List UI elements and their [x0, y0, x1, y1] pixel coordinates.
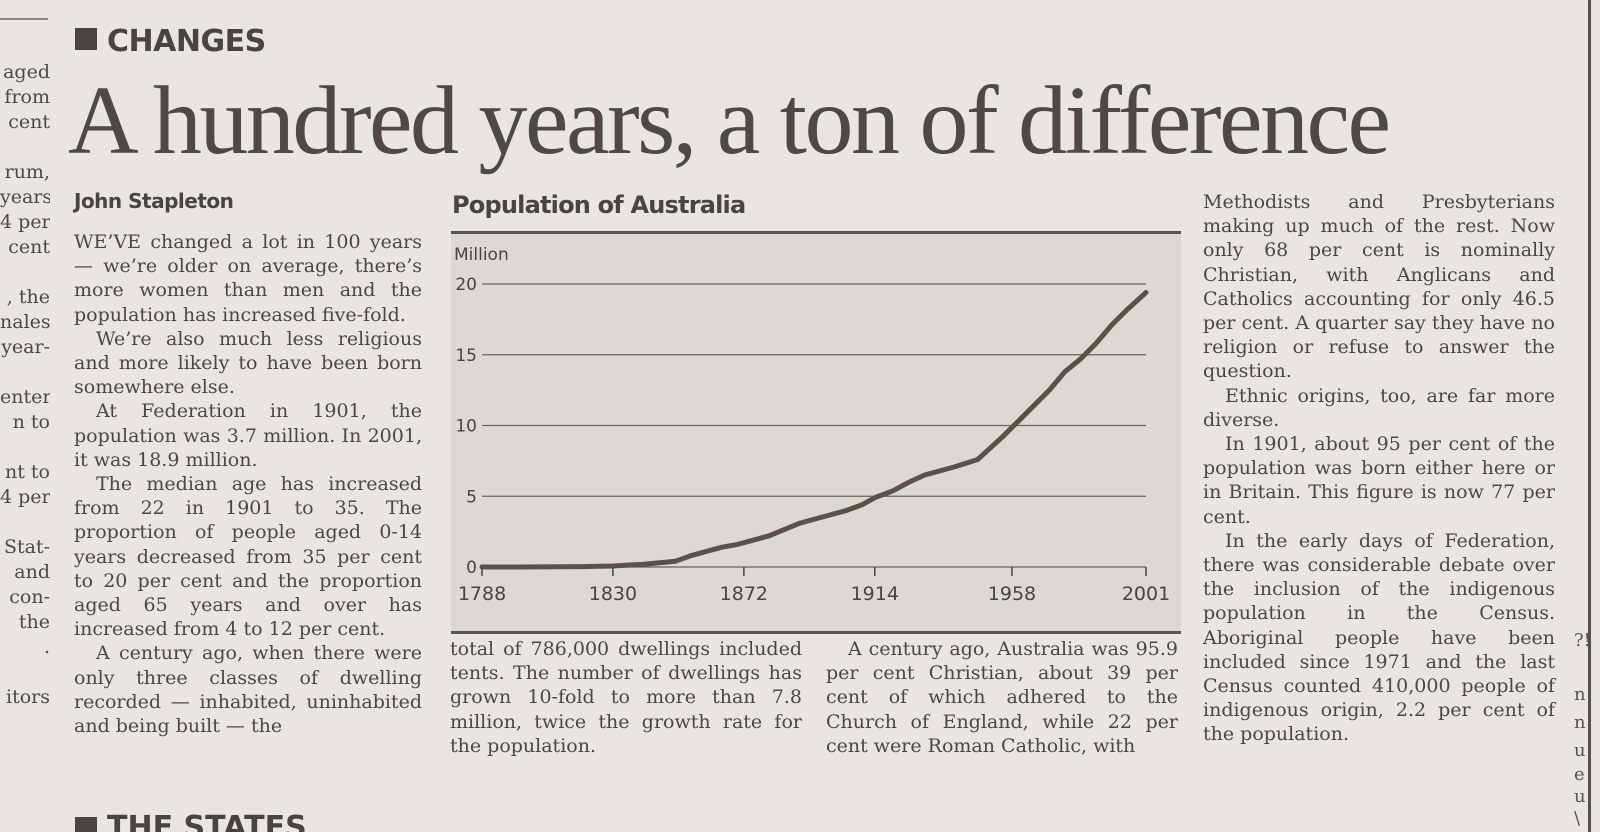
fragment-line: . [43, 636, 50, 658]
y-axis-label: Million [454, 245, 509, 265]
fragment-line: Stat- [3, 536, 50, 558]
fragment-glyph: u [1574, 740, 1586, 761]
fragment-line: year- [1, 336, 50, 358]
fragment-line: , the [6, 286, 50, 308]
fragment-glyph: n [1574, 712, 1586, 733]
chart-svg: Million 0 5 10 15 20 1788 1830 1872 1914 1958 2001 [454, 245, 1170, 605]
population-chart: Million 0 5 10 15 20 1788 1830 1872 1914 1958 2001 [451, 231, 1181, 634]
paragraph: WE’VE changed a lot in 100 years — we’re… [74, 231, 422, 326]
chart-title: Population of Australia [452, 191, 746, 219]
fragment-line: cent [8, 111, 50, 133]
fragment-line: 4 per [0, 486, 50, 508]
fragment-line [0, 660, 50, 685]
square-bullet-icon [75, 28, 97, 50]
y-tick-label: 0 [466, 558, 477, 578]
fragment-line: cent [8, 236, 50, 258]
paragraph: At Federation in 1901, the population wa… [74, 400, 422, 471]
x-tick-label: 2001 [1122, 583, 1170, 605]
article-column-2: total of 786,000 dwellings included tent… [450, 637, 802, 758]
section-label-text: CHANGES [107, 24, 266, 59]
headline: A hundred years, a ton of difference [68, 67, 1391, 175]
fragment-line [0, 510, 50, 535]
y-tick-label: 5 [466, 487, 477, 507]
article-column-1: WE’VE changed a lot in 100 years — we’re… [74, 230, 422, 738]
fragment-line [0, 135, 50, 160]
adjacent-column-fragment: aged from cent rum, years 4 per cent , the nales… [0, 60, 50, 710]
fragment-line: aged [3, 61, 50, 83]
paragraph: A century ago, Australia was 95.9 per ce… [826, 638, 1178, 757]
y-tick-label: 15 [455, 346, 477, 366]
article-column-4: Methodists and Presbyterians making up m… [1203, 190, 1555, 747]
x-tick-label: 1830 [589, 583, 637, 605]
fragment-line: rum, [4, 161, 50, 183]
fragment-line: itors [6, 686, 50, 708]
population-series-line [479, 290, 1149, 570]
y-tick-label: 10 [455, 417, 477, 437]
paragraph: Methodists and Presbyterians making up m… [1203, 191, 1555, 383]
square-bullet-icon [75, 817, 97, 832]
paragraph: The median age has increased from 22 in … [74, 473, 422, 641]
fragment-line: 4 per [0, 211, 50, 233]
page-edge-rule [0, 18, 48, 20]
article-column-3: A century ago, Australia was 95.9 per ce… [826, 637, 1178, 758]
fragment-line: years [0, 186, 50, 208]
paragraph: Ethnic origins, too, are far more divers… [1203, 384, 1555, 431]
fragment-glyph: n [1574, 684, 1586, 705]
fragment-glyph: e [1574, 764, 1585, 785]
section-label: CHANGES [75, 24, 266, 59]
x-tick-label: 1914 [851, 583, 899, 605]
fragment-glyph: \ [1574, 808, 1581, 829]
fragment-line: nt to [5, 461, 50, 483]
paragraph: In the early days of Federation, there w… [1203, 529, 1555, 746]
fragment-line [0, 435, 50, 460]
paragraph: total of 786,000 dwellings included tent… [450, 638, 802, 757]
next-section-label: THE STATES [75, 808, 307, 832]
next-section-label-text: THE STATES [107, 810, 307, 832]
fragment-glyph: ?! [1574, 630, 1588, 651]
paragraph: In 1901, about 95 per cent of the popula… [1203, 433, 1555, 528]
fragment-line: and [14, 561, 50, 583]
fragment-line: con- [9, 586, 50, 608]
x-tick-label: 1788 [458, 583, 506, 605]
fragment-line: from [4, 86, 50, 108]
fragment-line: nales [0, 311, 50, 333]
fragment-line: enter [0, 386, 50, 408]
paragraph: A century ago, when there were only thre… [74, 642, 422, 738]
byline: John Stapleton [74, 189, 234, 213]
fragment-line: the [18, 611, 50, 633]
x-tick-label: 1872 [720, 583, 768, 605]
fragment-line: n to [12, 411, 50, 433]
x-tick-label: 1958 [988, 583, 1036, 605]
fragment-glyph: u [1574, 786, 1586, 807]
paragraph: We’re also much less religious and more … [74, 327, 422, 399]
fragment-line [0, 360, 50, 385]
fragment-line [0, 260, 50, 285]
y-tick-label: 20 [455, 275, 477, 295]
